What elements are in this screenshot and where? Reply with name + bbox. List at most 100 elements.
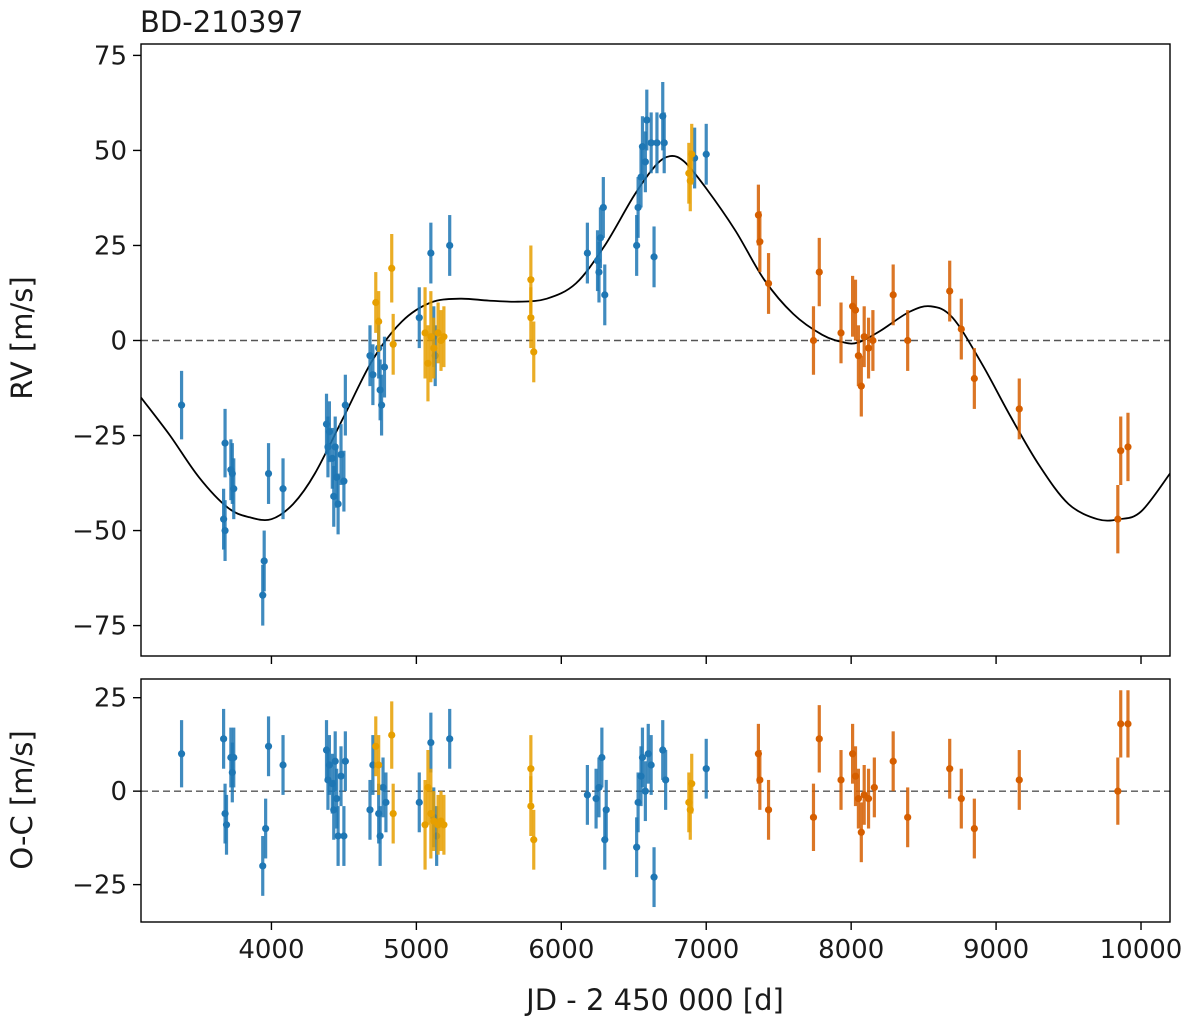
oc-data-point	[389, 809, 397, 818]
rv-data-point	[1124, 443, 1132, 451]
rv-y-tick-label: 75	[94, 41, 127, 71]
rv-data-point	[427, 249, 435, 257]
oc-data-point	[764, 806, 773, 814]
oc-data-point	[946, 765, 954, 773]
rv-data-point	[815, 268, 823, 276]
oc-data-point	[230, 753, 238, 762]
oc-data-point	[382, 798, 390, 806]
oc-data-point	[641, 787, 649, 795]
rv-data-point	[264, 469, 273, 478]
oc-data-point	[650, 873, 658, 881]
oc-y-tick-label: 0	[110, 777, 127, 807]
oc-data-point	[633, 843, 641, 851]
rv-y-tick-label: −50	[72, 517, 127, 547]
oc-data-point	[854, 795, 863, 803]
oc-plot-frame	[140, 678, 1171, 923]
oc-y-axis-title: O-C [m/s]	[5, 730, 39, 869]
rv-data-point	[857, 382, 865, 390]
oc-y-tick-label: −25	[72, 871, 127, 901]
rv-panel: 75 50 25 0 −25 −50 −75	[72, 41, 1171, 664]
oc-x-tick-label: 9000	[963, 935, 1029, 965]
oc-x-tick-label: 6000	[528, 935, 594, 965]
oc-data-point	[1124, 720, 1132, 728]
oc-data-point	[870, 783, 878, 792]
x-axis-title: JD - 2 450 000 [d]	[524, 983, 784, 1017]
rv-data-point	[809, 336, 818, 345]
rv-data-point	[1117, 447, 1125, 455]
oc-x-tick-label: 7000	[673, 935, 739, 965]
rv-data-point	[527, 276, 535, 284]
rv-data-point	[221, 526, 229, 535]
rv-data-point	[860, 333, 868, 341]
rv-y-axis-title: RV [m/s]	[5, 276, 39, 399]
rv-data-point	[957, 325, 965, 333]
rv-data-point	[599, 203, 607, 212]
rv-data-point	[647, 139, 655, 147]
oc-data-point	[376, 832, 384, 840]
oc-data-point	[440, 821, 448, 829]
oc-data-point	[702, 765, 710, 773]
rv-data-point	[633, 241, 641, 250]
oc-data-point	[815, 735, 823, 743]
oc-data-point	[530, 836, 538, 844]
oc-data-point	[262, 824, 270, 833]
rv-data-point	[946, 287, 954, 295]
oc-data-point	[340, 832, 348, 840]
rv-plot-frame	[140, 43, 1171, 657]
rv-data-point	[389, 340, 397, 348]
rv-y-tick-label: 50	[94, 136, 127, 166]
oc-data-point	[264, 742, 273, 750]
oc-series-2	[372, 701, 696, 870]
rv-data-point	[415, 314, 423, 322]
rv-data-point	[369, 371, 377, 379]
oc-x-tick-label: 4000	[238, 935, 304, 965]
oc-data-point	[809, 813, 818, 821]
residuals-panel: 25 0 −25 4000 5000 6000 7000 8000 9000 10000	[72, 678, 1183, 965]
rv-data-point	[650, 253, 658, 261]
oc-data-point	[527, 802, 535, 810]
rv-data-point	[583, 249, 591, 257]
rv-data-point	[530, 348, 538, 356]
rv-data-point	[756, 238, 764, 246]
oc-data-point	[1117, 720, 1125, 728]
rv-series-3	[754, 184, 1132, 554]
rv-data-point	[341, 401, 349, 409]
oc-data-point	[337, 772, 345, 780]
rv-data-point	[1015, 405, 1023, 413]
oc-x-tick-label: 10000	[1100, 935, 1183, 965]
rv-data-point	[641, 158, 649, 166]
rv-data-point	[653, 139, 661, 147]
rv-data-point	[1114, 515, 1122, 523]
oc-data-point	[1015, 776, 1023, 784]
rv-y-tick-label: 25	[94, 231, 127, 261]
rv-data-point	[430, 344, 438, 352]
oc-data-point	[638, 753, 647, 762]
rv-data-point	[259, 591, 267, 599]
rv-data-point	[643, 116, 651, 124]
oc-data-point	[446, 735, 454, 743]
rv-y-tick-label: 0	[110, 326, 127, 356]
rv-data-point	[440, 333, 448, 341]
oc-data-point	[259, 862, 267, 870]
oc-data-point	[647, 761, 655, 769]
rv-data-point	[334, 500, 342, 508]
rv-data-point	[377, 401, 386, 409]
oc-data-point	[756, 776, 764, 784]
rv-data-point	[660, 139, 668, 147]
oc-series-3	[754, 690, 1132, 863]
oc-data-point	[388, 731, 396, 739]
rv-data-point	[221, 439, 229, 447]
rv-data-point	[230, 485, 238, 493]
oc-data-point	[375, 761, 383, 769]
oc-data-point	[598, 753, 606, 762]
oc-data-point	[864, 795, 873, 803]
oc-data-point	[333, 795, 341, 803]
rv-data-point	[177, 401, 186, 409]
oc-data-point	[583, 791, 591, 799]
rv-data-point	[702, 150, 710, 158]
rv-data-point	[279, 485, 287, 493]
rv-data-point	[527, 314, 535, 322]
oc-data-point	[837, 776, 845, 784]
